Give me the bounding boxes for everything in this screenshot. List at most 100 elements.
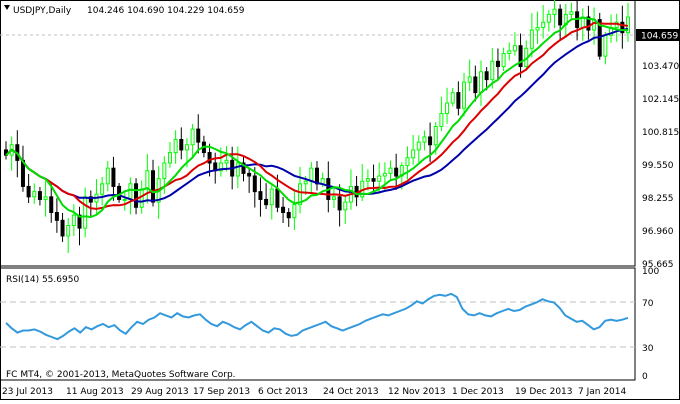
rsi-scale-label: 30 [642, 344, 654, 354]
candle-bear [371, 178, 376, 182]
candle-bull [416, 141, 421, 151]
candle-bear [620, 21, 625, 34]
candle-bull [450, 92, 455, 104]
rsi-line [5, 292, 629, 341]
candle-bull [405, 157, 410, 167]
chevron-down-icon[interactable] [4, 5, 10, 10]
rsi-label: RSI(14) 55.6950 [6, 275, 79, 285]
candle-bull [298, 183, 303, 206]
current-price-tag: 104.659 [636, 29, 680, 42]
candle-bear [134, 183, 139, 208]
time-axis-label: 24 Oct 2013 [323, 387, 379, 397]
time-axis-label: 17 Sep 2013 [193, 387, 250, 397]
price-scale-label: 98.255 [642, 194, 674, 204]
price-panel-frame [0, 0, 636, 267]
candle-bear [518, 45, 523, 68]
candle-bear [558, 8, 563, 26]
time-axis: 23 Jul 2013 11 Aug 2013 29 Aug 2013 17 S… [2, 387, 626, 397]
copyright-text: FC MT4, © 2001-2013, MetaQuotes Software… [6, 370, 236, 380]
candle-bear [315, 167, 319, 185]
current-price-label: 104.659 [641, 32, 678, 42]
candle-bear [258, 191, 263, 200]
candle-bull [66, 225, 71, 237]
rsi-panel-frame [0, 267, 636, 381]
candle-bull [145, 170, 150, 190]
candle-bull [43, 196, 48, 200]
price-scale-label: 99.550 [642, 161, 674, 171]
candle-bear [117, 185, 122, 200]
candle-bear [275, 188, 280, 208]
candle-bull [303, 180, 308, 185]
ma-slow-line [5, 27, 629, 203]
rsi-scale-label: 0 [642, 372, 648, 382]
candle-bear [196, 128, 201, 143]
candle-bull [462, 81, 467, 109]
candle-bear [247, 172, 252, 177]
price-scale-label: 103.470 [642, 62, 679, 72]
candle-bear [77, 214, 82, 229]
symbol-header: USDJPY,Daily 104.246 104.690 104.229 104… [4, 5, 245, 16]
candle-bull [388, 167, 393, 174]
time-axis-label: 7 Jan 2014 [578, 387, 626, 397]
time-axis-label: 6 Oct 2013 [258, 387, 308, 397]
candle-bull [71, 214, 76, 227]
candle-bull [167, 152, 172, 164]
candle-bull [100, 183, 105, 195]
candle-bull [122, 198, 127, 201]
candle-bull [422, 136, 427, 143]
time-axis-label: 12 Nov 2013 [388, 387, 446, 397]
time-axis-label: 29 Aug 2013 [131, 387, 189, 397]
candle-bear [54, 211, 59, 221]
candle-bull [173, 139, 178, 154]
price-scale-label: 95.665 [642, 260, 674, 270]
time-axis-label: 1 Dec 2013 [452, 387, 504, 397]
candle-bull [292, 204, 297, 219]
candle-bull [331, 196, 336, 200]
candle-bull [190, 128, 195, 146]
rsi-scale: 100 70 30 0 [642, 267, 659, 382]
candle-bear [151, 170, 156, 203]
candle-bull [269, 188, 274, 206]
candle-bull [478, 71, 483, 94]
candle-bull [433, 125, 438, 146]
candle-bull [382, 172, 387, 177]
candle-bull [467, 76, 472, 83]
candle-bull [184, 144, 189, 151]
ma-fast-line [5, 16, 628, 219]
candle-bear [26, 185, 31, 198]
candle-bull [569, 11, 574, 15]
candle-bull [411, 149, 416, 159]
candle-bear [337, 196, 342, 211]
candle-bull [501, 53, 506, 68]
candle-bear [473, 76, 478, 94]
candle-bear [252, 175, 257, 193]
candle-bull [83, 196, 88, 229]
candle-bull [445, 102, 450, 114]
candle-bear [495, 60, 500, 68]
time-axis-label: 19 Dec 2013 [515, 387, 573, 397]
candle-bull [105, 167, 110, 185]
candle-bear [428, 136, 433, 146]
price-scale-label: 96.960 [642, 227, 674, 237]
candle-bull [162, 162, 167, 180]
candle-bull [235, 162, 240, 177]
candle-bear [281, 206, 286, 213]
candle-bull [535, 26, 540, 31]
candle-bear [286, 211, 291, 219]
rsi-scale-label: 70 [642, 299, 654, 309]
symbol-label: USDJPY,Daily [13, 6, 72, 16]
candle-bull [139, 188, 144, 208]
time-axis-label: 23 Jul 2013 [2, 387, 53, 397]
ohlc-label: 104.246 104.690 104.229 104.659 [87, 6, 245, 16]
candle-bull [546, 13, 551, 23]
candle-bear [394, 167, 399, 177]
candle-bull [365, 178, 370, 182]
candle-bear [88, 196, 93, 203]
candle-bull [439, 112, 444, 127]
candle-bull [507, 50, 512, 55]
candle-bear [484, 71, 489, 81]
candle-bull [343, 201, 348, 211]
candle-bear [49, 196, 54, 213]
